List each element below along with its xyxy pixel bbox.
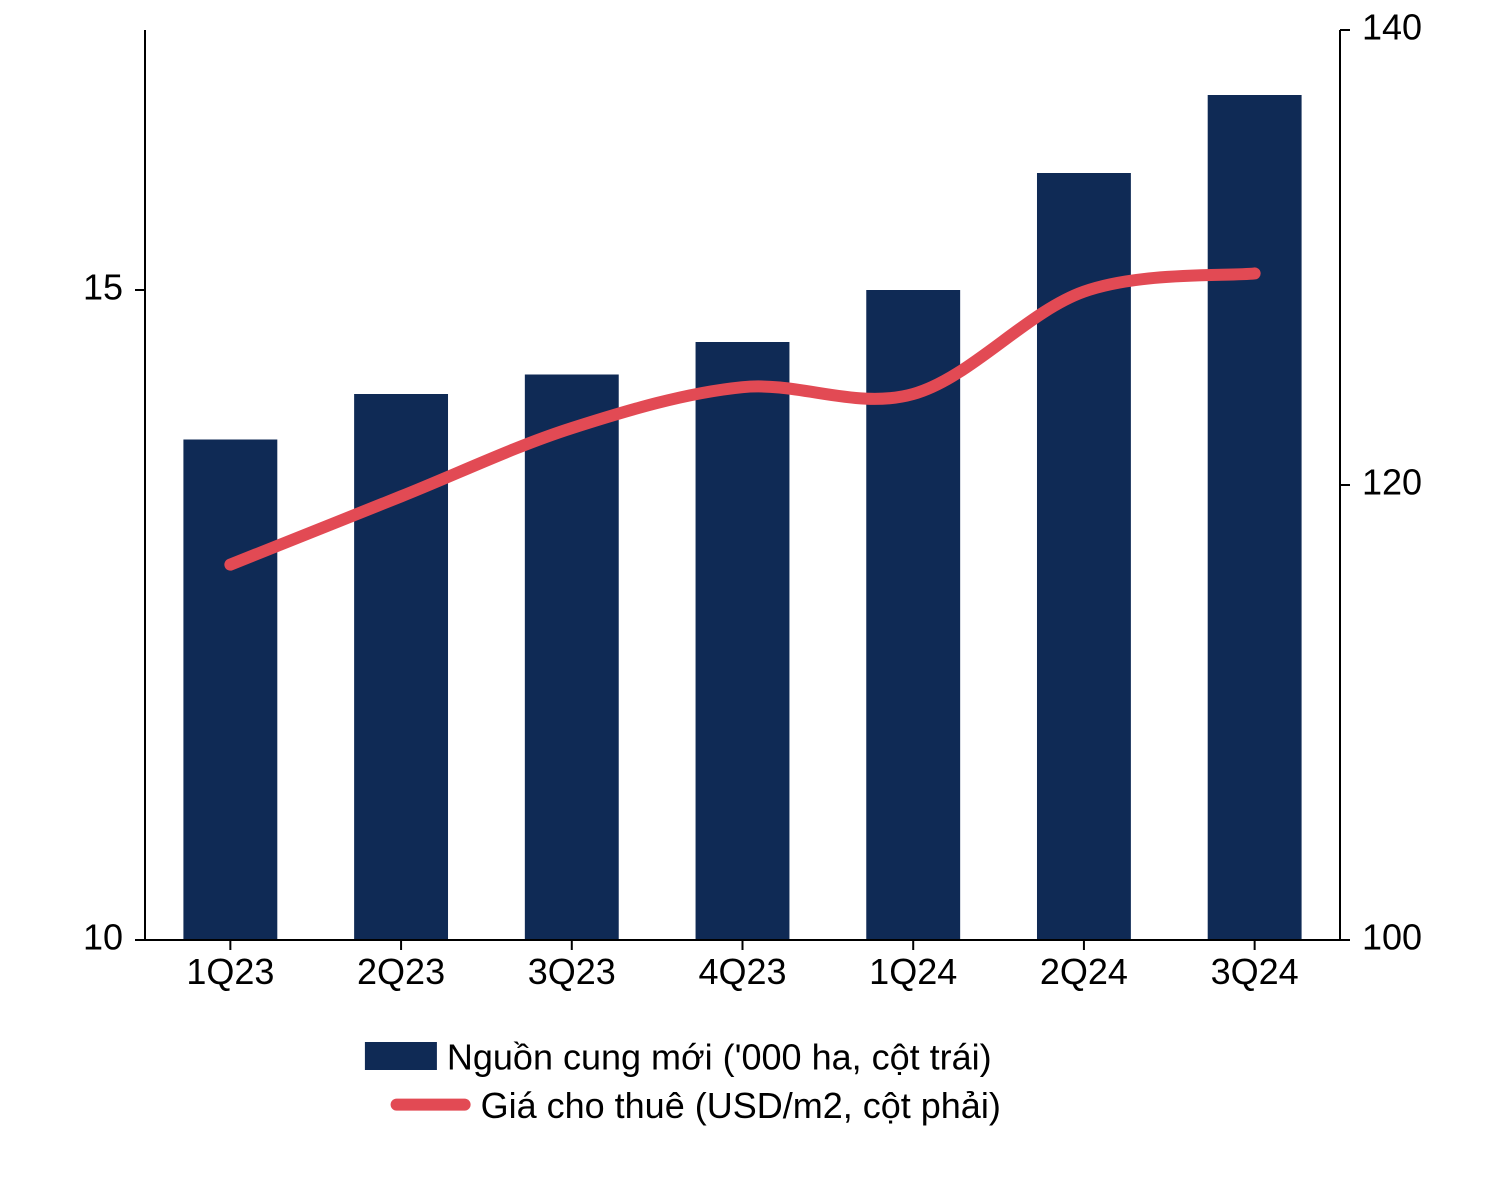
bar-3Q23: [525, 375, 619, 941]
bar-2Q23: [354, 394, 448, 940]
legend-label: Giá cho thuê (USD/m2, cột phải): [481, 1085, 1001, 1126]
bar-3Q24: [1208, 95, 1302, 940]
x-tick-label: 1Q23: [186, 951, 274, 992]
right-tick-label: 120: [1362, 462, 1422, 503]
bar-4Q23: [696, 342, 790, 940]
left-tick-label: 10: [83, 917, 123, 958]
bar-1Q24: [866, 290, 960, 940]
x-tick-label: 2Q24: [1040, 951, 1128, 992]
x-tick-label: 3Q24: [1211, 951, 1299, 992]
right-tick-label: 100: [1362, 917, 1422, 958]
x-tick-label: 4Q23: [698, 951, 786, 992]
x-tick-label: 3Q23: [528, 951, 616, 992]
legend-swatch-bar: [365, 1042, 437, 1070]
chart-svg: 10 15 100 120 140 1Q23 2Q23 3Q23 4Q23 1Q24 2Q24 3Q2…: [0, 0, 1485, 1183]
bar-1Q23: [183, 440, 277, 941]
chart-container: 10 15 100 120 140 1Q23 2Q23 3Q23 4Q23 1Q24 2Q24 3Q2…: [0, 0, 1485, 1183]
x-tick-label: 2Q23: [357, 951, 445, 992]
x-tick-label: 1Q24: [869, 951, 957, 992]
legend-label: Nguồn cung mới ('000 ha, cột trái): [447, 1037, 992, 1078]
left-tick-label: 15: [83, 267, 123, 308]
right-tick-label: 140: [1362, 7, 1422, 48]
legend-swatch-line: [391, 1099, 471, 1111]
